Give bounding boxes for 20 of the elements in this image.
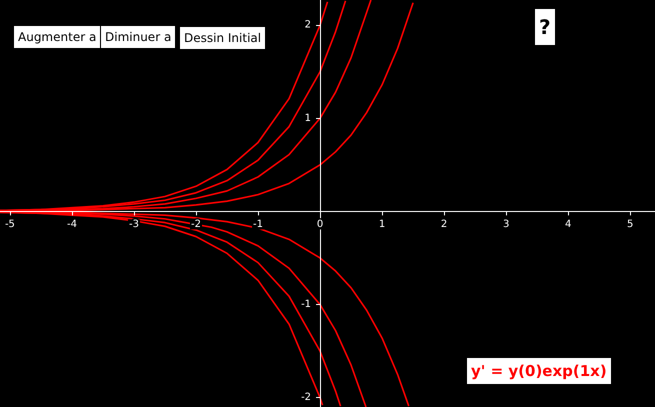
x-tick-label: 5 [627,218,634,230]
annotation: Augmenter a [14,26,100,48]
annotation: Diminuer a [101,26,176,48]
y-tick-label: 2 [304,20,312,31]
x-tick-label: -5 [4,218,15,230]
annotation: Dessin Initial [180,27,266,49]
x-tick-label: -4 [66,218,77,230]
y-tick-label: 1 [304,112,312,124]
x-tick-label: -1 [253,218,264,230]
annotation: y' = y(0)exp(1x) [467,358,611,384]
y-tick-label: -1 [301,299,312,310]
x-tick-label: 0 [316,218,324,230]
x-tick-label: 2 [440,218,448,230]
x-tick-label: 1 [378,218,386,230]
x-tick-label: -3 [128,218,139,230]
annotation: ? [535,9,555,45]
y-tick-label: -2 [301,392,312,404]
x-tick-label: -2 [191,218,201,230]
x-tick-label: 3 [502,218,510,230]
x-tick-label: 4 [564,218,572,230]
